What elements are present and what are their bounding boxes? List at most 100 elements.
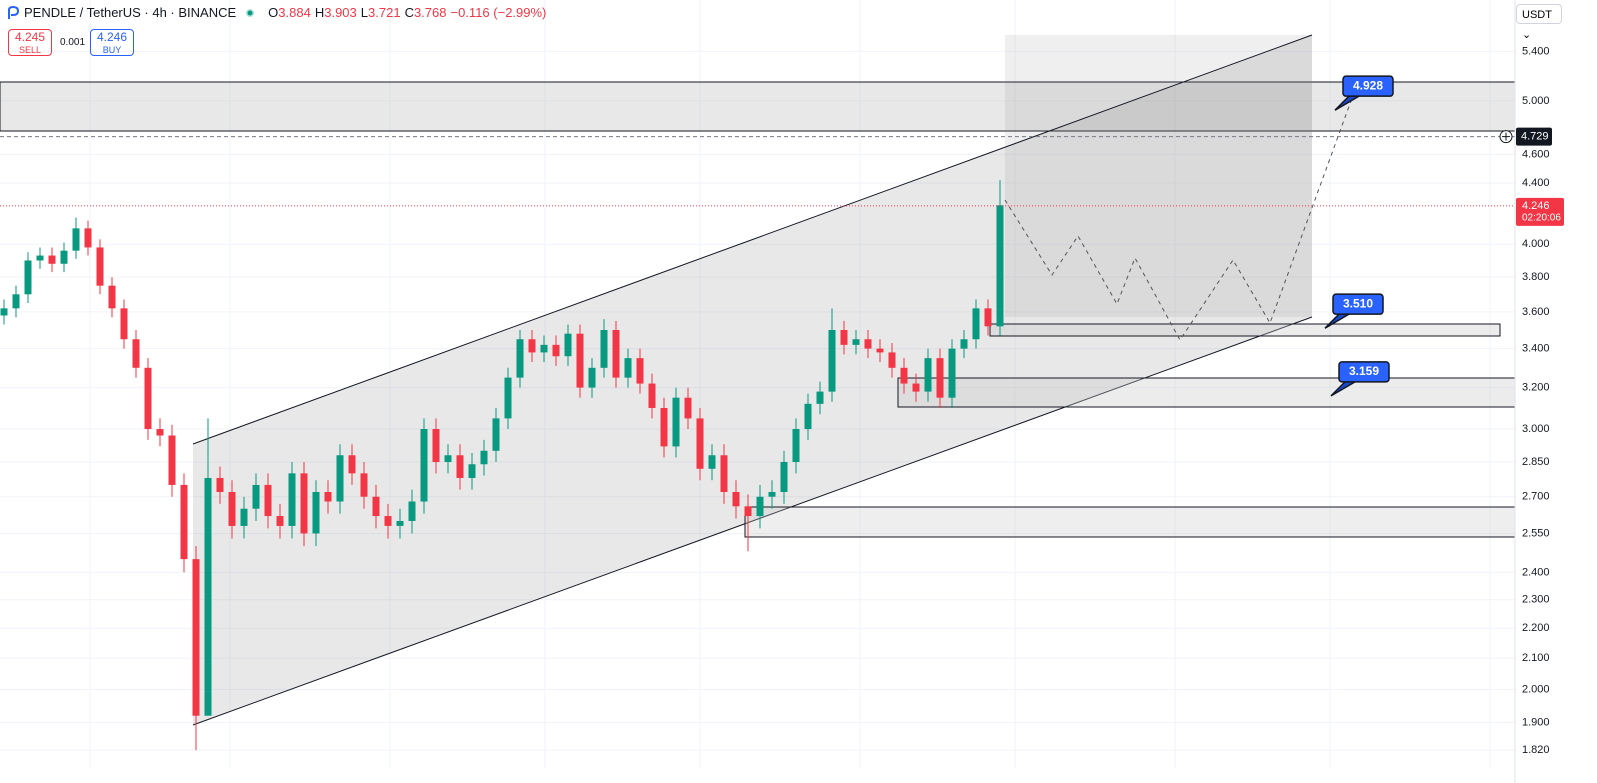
buy-button[interactable]: 4.246 BUY — [90, 29, 134, 56]
overlay: 4.928 3.510 3.159 — [0, 75, 1515, 397]
candle-body — [744, 506, 752, 517]
y-tick-label: 5.400 — [1522, 45, 1550, 57]
candle-body — [732, 491, 740, 507]
candle-body — [660, 407, 668, 447]
zone — [744, 506, 1516, 538]
ohlc-value: 3.884 — [278, 5, 311, 20]
candle-body — [384, 516, 392, 526]
candle-body — [840, 330, 848, 345]
y-tick-label: 4.000 — [1522, 238, 1550, 250]
channel-bottom — [192, 316, 1313, 726]
ohlc-value: 3.721 — [368, 5, 401, 20]
y-tick-label: 3.000 — [1522, 423, 1550, 435]
candle-body — [876, 348, 884, 353]
candle-body — [948, 348, 956, 398]
candle-body — [984, 308, 992, 327]
currency-select[interactable]: USDT ⌄ — [1516, 4, 1562, 41]
candle-body — [144, 367, 152, 430]
currency: USDT — [1522, 9, 1552, 21]
candle-body — [996, 205, 1004, 327]
spread: 0.001 — [60, 37, 86, 48]
vertical-grid — [89, 0, 1491, 768]
candle-body — [924, 358, 932, 392]
candle-body — [12, 294, 20, 309]
zone — [0, 81, 1516, 132]
candle-body — [900, 367, 908, 384]
candle-body — [192, 559, 200, 716]
candle-body — [96, 247, 104, 286]
last-price: 4.246 — [1522, 200, 1550, 212]
candle-body — [444, 455, 452, 462]
candle-body — [972, 308, 980, 340]
callout-box — [1332, 293, 1384, 315]
y-tick-label: 1.820 — [1522, 744, 1550, 756]
candle-body — [852, 339, 860, 345]
drawings — [0, 34, 1516, 726]
candle-body — [180, 484, 188, 560]
candle-body — [168, 435, 176, 485]
candle-body — [600, 330, 608, 368]
candle-body — [708, 455, 716, 469]
candle-body — [276, 516, 284, 526]
candle-body — [624, 358, 632, 378]
candle-body — [252, 484, 260, 509]
candle-body — [528, 339, 536, 353]
candle-body — [72, 228, 80, 251]
candle-body — [456, 455, 464, 478]
candle-body — [588, 367, 596, 388]
ohlc-label: O — [268, 5, 279, 20]
candle-body — [312, 491, 320, 534]
y-tick-label: 1.900 — [1522, 716, 1550, 728]
candle-body — [396, 520, 404, 526]
candle-body — [552, 344, 560, 357]
level-label: 3.159 — [1349, 364, 1379, 378]
candle-body — [120, 308, 128, 340]
y-tick-label: 2.100 — [1522, 652, 1550, 664]
candle-body — [108, 285, 116, 309]
candle-body — [672, 397, 680, 447]
y-tick-label: 5.000 — [1522, 95, 1550, 107]
ohlc-label: L — [360, 5, 369, 20]
status-dot — [246, 8, 255, 17]
candle-body — [864, 339, 872, 349]
candle-body — [264, 484, 272, 517]
sell-button[interactable]: 4.245 SELL — [8, 29, 52, 56]
candle-body — [960, 339, 968, 349]
candle-body — [408, 501, 416, 521]
projection-path — [1004, 89, 1356, 341]
candle-body — [348, 455, 356, 474]
candle-body — [804, 403, 812, 430]
y-tick-label: 3.800 — [1522, 271, 1550, 283]
change: −0.116 (−2.99%) — [450, 5, 547, 20]
header: PENDLE / TetherUS · 4h · BINANCE O3.884 H… — [6, 5, 546, 20]
candle-body — [156, 429, 164, 436]
candle-body — [504, 377, 512, 419]
candles — [0, 180, 1004, 751]
zone — [989, 323, 1501, 337]
channel — [193, 35, 1312, 725]
candle-body — [60, 250, 68, 264]
projection-area — [1005, 35, 1312, 317]
last-price-box — [1516, 197, 1564, 226]
sell-label: SELL — [18, 45, 42, 55]
ohlc: O3.884 H3.903 L3.721 C3.768 — [264, 5, 446, 20]
y-tick-label: 2.850 — [1522, 456, 1550, 468]
ohlc-value: 3.903 — [324, 5, 357, 20]
ohlc-label: C — [404, 5, 414, 20]
y-tick-label: 2.700 — [1522, 491, 1550, 503]
candle-body — [324, 491, 332, 502]
candle-body — [336, 455, 344, 502]
axis: 5.400 5.000 4.600 4.400 4.000 3.800 3.600 3.400… — [1499, 45, 1564, 756]
candle-body — [912, 383, 920, 392]
y-tick-label: 4.600 — [1522, 148, 1550, 160]
y-tick-label: 3.200 — [1522, 381, 1550, 393]
callout-box — [1342, 75, 1394, 97]
y-tick-label: 2.300 — [1522, 594, 1550, 606]
alert-plus — [1502, 132, 1510, 141]
candle-body — [888, 352, 896, 368]
candle-body — [432, 429, 440, 462]
candle-body — [48, 255, 56, 264]
candle-body — [24, 260, 32, 295]
